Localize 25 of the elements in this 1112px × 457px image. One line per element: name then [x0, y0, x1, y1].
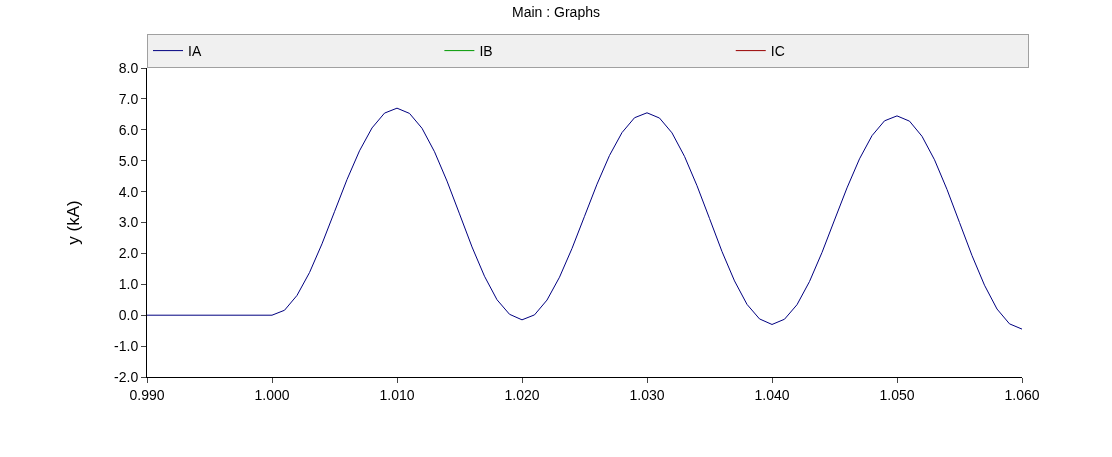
- y-tick-label: 3.0: [118, 214, 139, 231]
- x-tick-label: 1.060: [1004, 386, 1040, 403]
- x-tick-label: 1.000: [254, 386, 290, 403]
- y-tick-label: 0.0: [118, 307, 139, 324]
- y-tick-label: 6.0: [118, 121, 139, 138]
- y-tick-label: 1.0: [118, 276, 139, 293]
- y-tick-label: 8.0: [118, 59, 139, 76]
- x-tick-label: 0.990: [129, 386, 165, 403]
- y-tick-label: 7.0: [118, 90, 139, 107]
- legend-label: IC: [770, 43, 785, 60]
- x-tick-label: 1.030: [629, 386, 665, 403]
- legend-label: IB: [479, 43, 493, 60]
- x-tick-label: 1.010: [379, 386, 415, 403]
- y-tick-label: -1.0: [114, 338, 139, 354]
- chart-title: Main : Graphs: [512, 3, 600, 20]
- x-tick-label: 1.040: [754, 386, 790, 403]
- y-axis-title: y (kA): [63, 200, 83, 245]
- x-tick-label: 1.020: [504, 386, 540, 403]
- line-series: [147, 107, 1022, 330]
- x-tick-label: 1.050: [879, 386, 915, 403]
- y-tick-label: -2.0: [114, 368, 139, 385]
- legend-label: IA: [188, 43, 202, 60]
- y-tick-label: 4.0: [118, 183, 139, 200]
- y-tick-label: 2.0: [118, 245, 139, 262]
- y-tick-label: 5.0: [118, 152, 139, 169]
